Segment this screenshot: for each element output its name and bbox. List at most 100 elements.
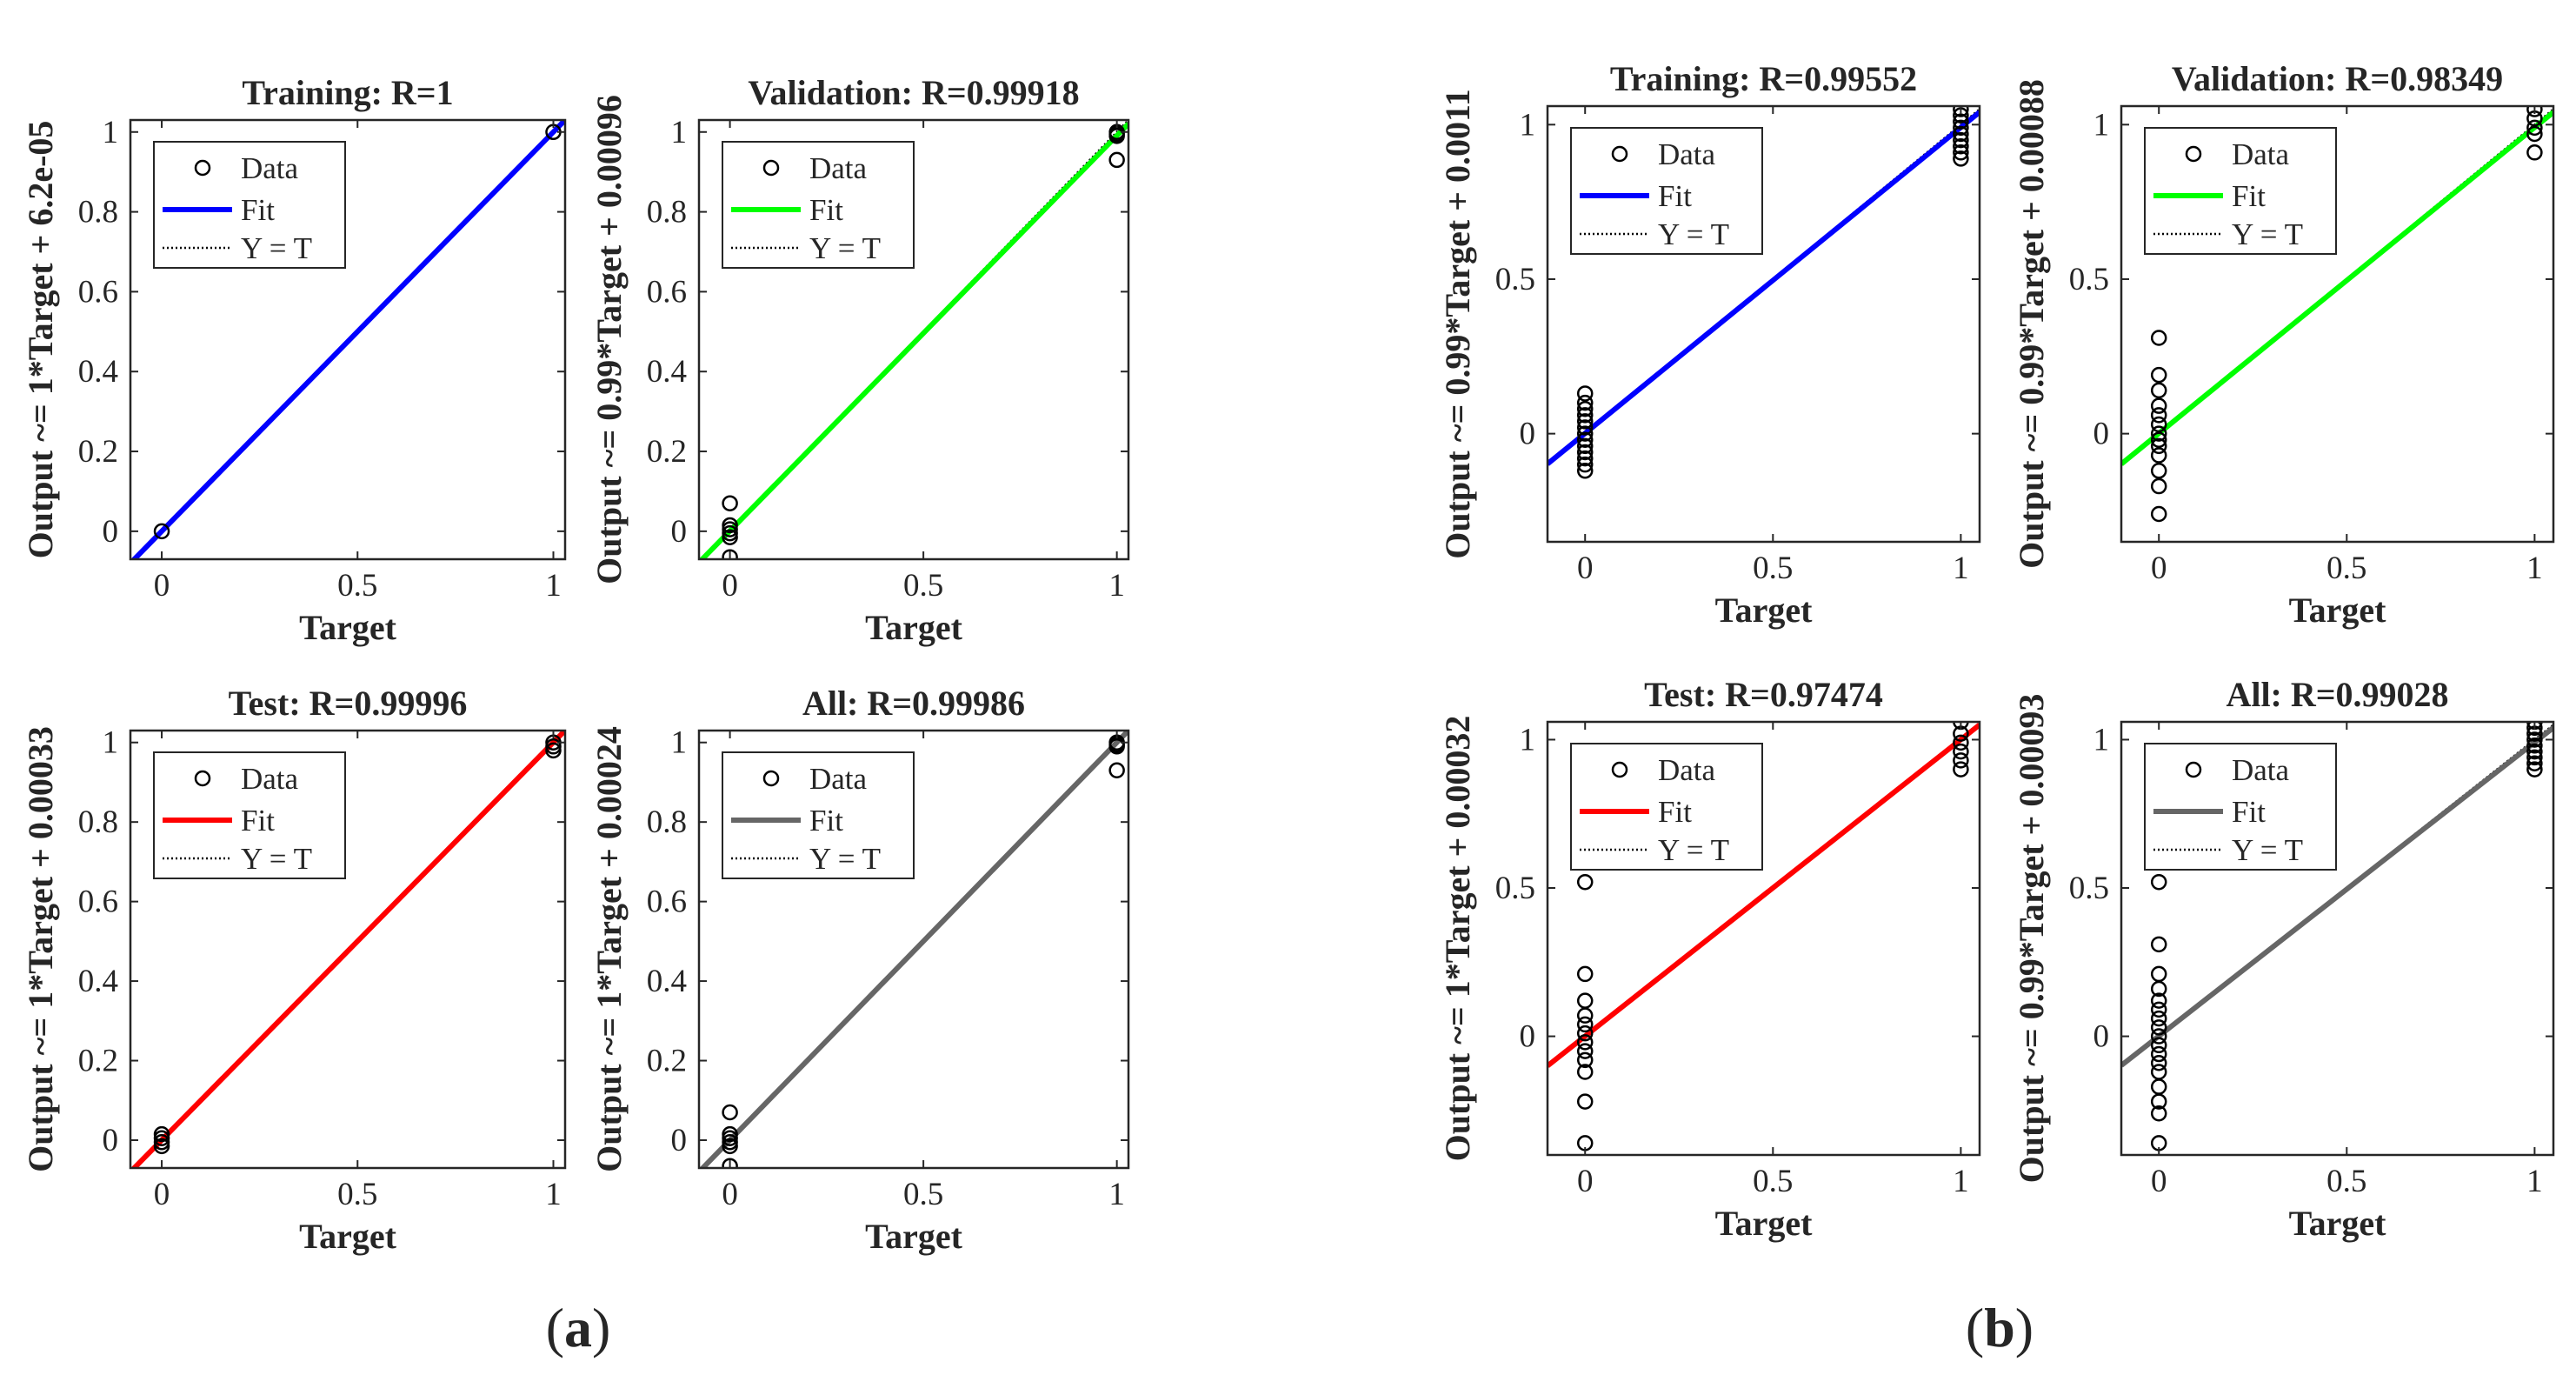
data-point	[2150, 980, 2167, 998]
legend-data-marker	[762, 770, 780, 787]
panel-label-a-open: (	[546, 1297, 564, 1358]
regression-plot-4: 0 0.5 1 0 0.2 0.4 0.6 0.8 1 All: R=0.99986 Target O…	[589, 684, 1130, 1256]
legend-fit-label: Fit	[809, 804, 843, 838]
y-tick-label: 0	[1520, 417, 1536, 452]
data-point	[1576, 394, 1594, 411]
fit-line	[2121, 110, 2553, 466]
data-point	[2526, 731, 2543, 748]
y-tick-label: 0	[671, 1123, 688, 1158]
y-tick-label: 1	[1520, 107, 1536, 143]
fit-line	[130, 731, 565, 1168]
data-point	[1953, 761, 1969, 778]
data-point	[2526, 743, 2543, 760]
data-point	[1576, 450, 1594, 467]
data-point	[1953, 131, 1969, 149]
legend-box	[722, 751, 915, 879]
panel-label-b-letter: b	[1984, 1297, 2015, 1358]
data-point	[1953, 137, 1969, 155]
x-axis-label: Target	[2289, 591, 2387, 630]
legend-yt-label: Y = T	[2232, 217, 2303, 251]
x-tick-label: 1	[545, 1177, 562, 1212]
plot-area	[699, 731, 1128, 1168]
legend-yt-label: Y = T	[809, 842, 881, 876]
legend-yt-label: Y = T	[2232, 833, 2303, 867]
x-tick-label: 1	[2526, 551, 2543, 586]
legend-data-label: Data	[1658, 137, 1716, 171]
y-tick-label: 0	[2093, 1019, 2110, 1055]
plot-title: Test: R=0.97474	[1644, 675, 1883, 714]
legend: Data Fit Y = T	[2144, 127, 2337, 255]
fit-line	[1548, 110, 1980, 466]
data-point	[1576, 1025, 1594, 1042]
legend-data-marker	[194, 159, 211, 177]
x-tick-label: 0	[722, 1177, 738, 1212]
y-tick-label: 0	[671, 514, 688, 550]
x-axis-label: Target	[1715, 1204, 1814, 1243]
x-tick-label: 0	[1577, 1164, 1594, 1199]
y-axis-label: Output ~= 0.99*Target + 0.0011	[1438, 89, 1477, 559]
data-point	[2526, 755, 2543, 772]
legend: Data Fit Y = T	[1570, 127, 1763, 255]
fit-line	[2121, 725, 2553, 1068]
y-axis-label: Output ~= 1*Target + 6.2e-05	[21, 121, 60, 559]
y-tick-label: 0.4	[78, 964, 118, 999]
regression-plot-6: 0 0.5 1 0 0.5 1 Validation: R=0.98349 Target Out…	[2012, 59, 2555, 630]
legend-fit-label: Fit	[2232, 795, 2266, 829]
data-point	[1576, 965, 1594, 983]
data-point	[2150, 431, 2167, 448]
fit-line	[1548, 722, 1980, 1068]
legend-data-marker	[1611, 761, 1628, 778]
y-tick-label: 0.6	[647, 274, 687, 310]
legend-yt-label: Y = T	[241, 842, 312, 876]
y-axis-label: Output ~= 1*Target + 0.00033	[21, 726, 60, 1172]
regression-plot-2: 0 0.5 1 0 0.2 0.4 0.6 0.8 1 Validation: R=0.99918…	[589, 73, 1130, 647]
x-axis-label: Target	[299, 1217, 397, 1256]
data-point	[2150, 463, 2167, 479]
data-point	[1108, 762, 1125, 778]
axes-frame	[129, 729, 567, 1170]
data-point	[2526, 738, 2543, 754]
y-tick-label: 0	[2093, 417, 2110, 452]
data-point	[1108, 128, 1125, 144]
data-point	[1576, 1034, 1594, 1051]
y-tick-label: 1	[671, 115, 688, 150]
y-tick-label: 0.2	[78, 434, 118, 470]
plot-area	[699, 120, 1128, 559]
x-tick-label: 0	[2151, 1164, 2167, 1199]
legend-fit-label: Fit	[241, 193, 275, 227]
data-point	[722, 1158, 738, 1168]
data-point	[722, 495, 738, 511]
x-axis-label: Target	[1715, 591, 1814, 630]
y-tick-label: 0	[103, 1123, 119, 1158]
x-tick-label: 1	[1108, 568, 1125, 604]
x-tick-label: 0	[154, 1177, 170, 1212]
y-tick-label: 0.2	[78, 1044, 118, 1079]
y-tick-label: 0.8	[647, 804, 687, 840]
legend-data-label: Data	[241, 151, 299, 185]
legend-data-label: Data	[241, 762, 299, 796]
legend: Data Fit Y = T	[1570, 743, 1763, 871]
y-tick-label: 1	[103, 115, 119, 150]
legend-yt-label: Y = T	[1658, 217, 1729, 251]
data-point	[2150, 992, 2167, 1009]
x-tick-label: 0	[1577, 551, 1594, 586]
y-tick-label: 0.8	[78, 804, 118, 840]
axes-frame	[1546, 720, 1981, 1157]
legend-data-marker	[2185, 145, 2202, 163]
data-point	[1953, 144, 1969, 161]
plot-title: Training: R=0.99552	[1610, 59, 1917, 98]
x-tick-label: 0.5	[903, 568, 943, 604]
legend: Data Fit Y = T	[2144, 743, 2337, 871]
regression-plot-1: 0 0.5 1 0 0.2 0.4 0.6 0.8 1 Training: R=1 Target Ou…	[21, 73, 567, 647]
data-point	[1953, 150, 1969, 167]
x-tick-label: 0	[154, 568, 170, 604]
y-tick-label: 0.5	[1495, 871, 1535, 906]
x-tick-label: 0	[2151, 551, 2167, 586]
y-tick-label: 1	[1520, 722, 1536, 758]
data-point	[1576, 413, 1594, 430]
data-point	[1576, 1016, 1594, 1033]
data-point	[1953, 752, 1969, 769]
x-axis-label: Target	[865, 608, 963, 647]
data-point	[2526, 106, 2543, 117]
data-point	[1576, 425, 1594, 442]
